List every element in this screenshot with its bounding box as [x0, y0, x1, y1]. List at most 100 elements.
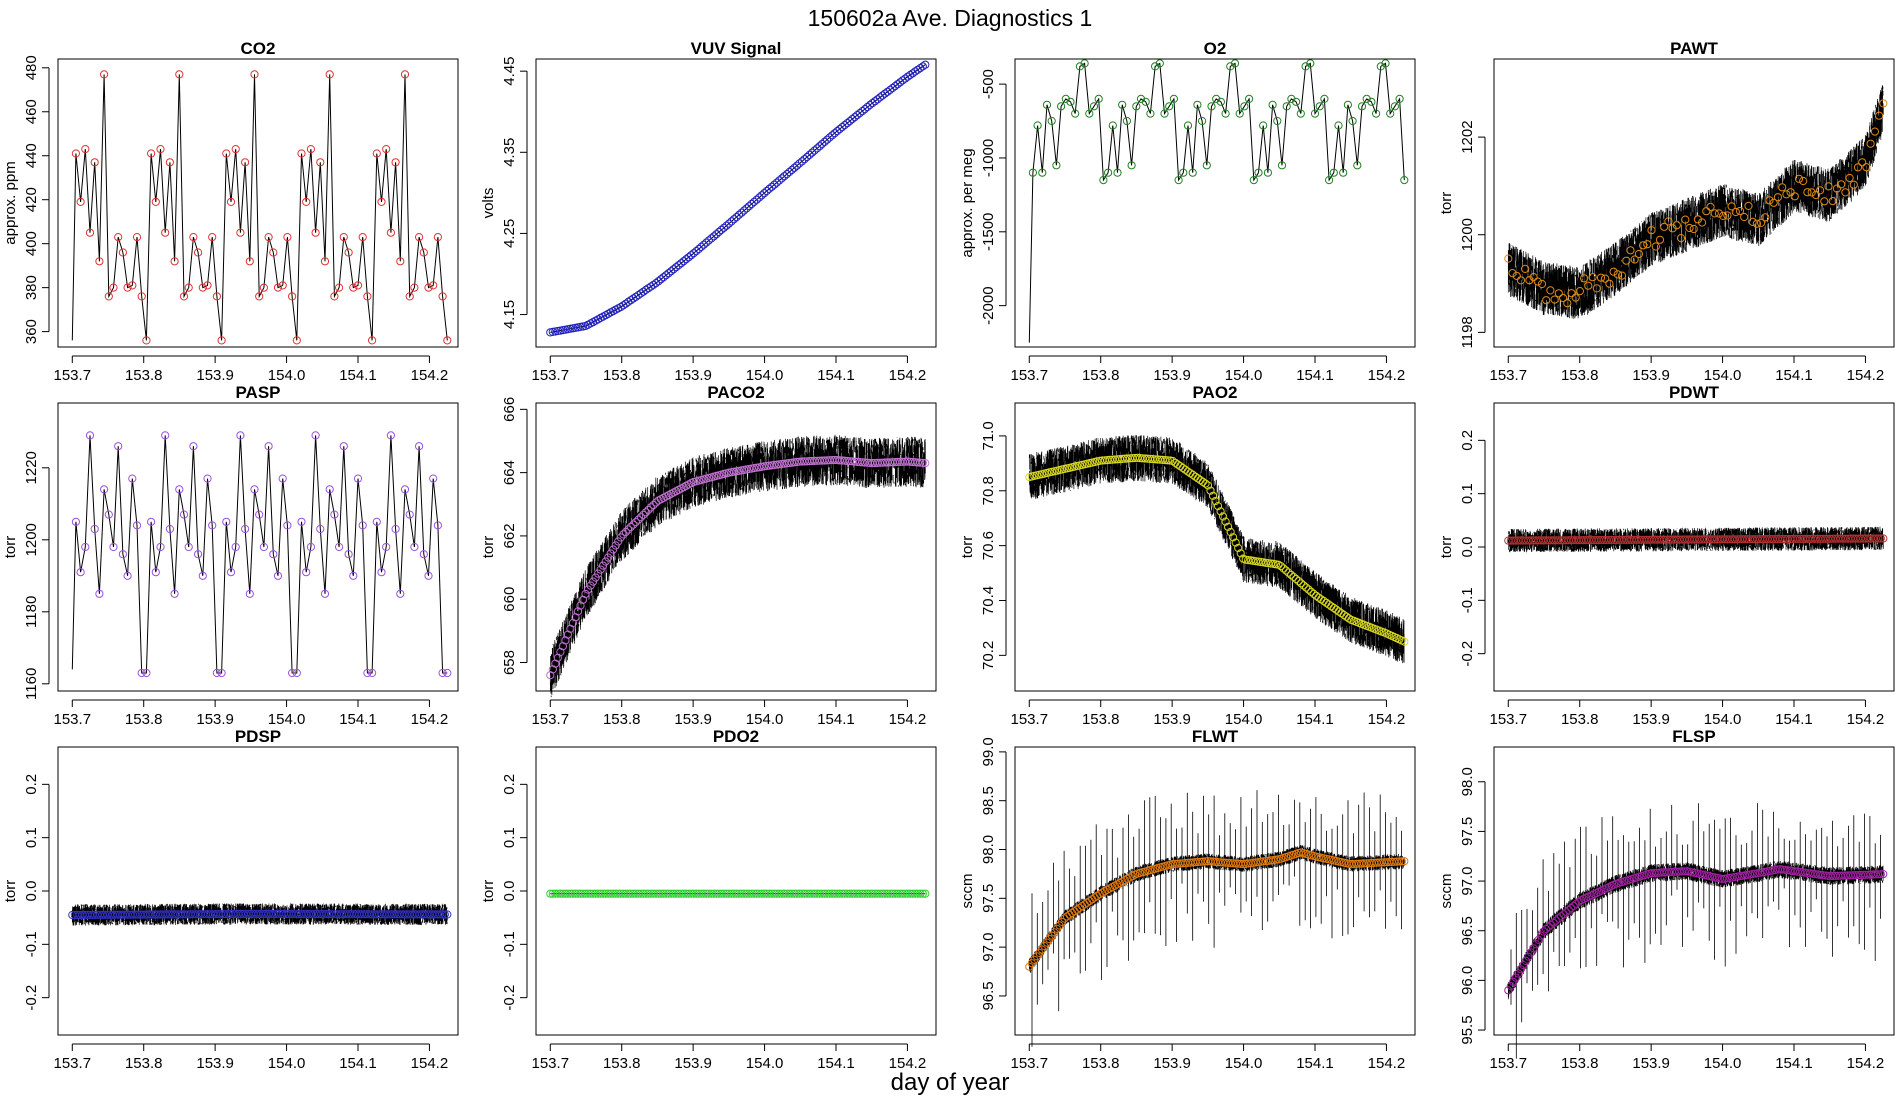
data-point	[1400, 637, 1409, 646]
series-markers	[68, 909, 452, 920]
data-point	[591, 573, 600, 582]
data-point	[624, 525, 633, 534]
data-point	[1798, 868, 1807, 877]
data-point	[1174, 176, 1183, 185]
series-line	[71, 435, 448, 674]
data-point	[100, 70, 109, 79]
data-point	[679, 257, 688, 266]
data-point	[400, 485, 410, 494]
data-point	[1372, 109, 1381, 118]
data-point	[1244, 556, 1253, 565]
data-point	[1259, 857, 1268, 866]
y-tick-label: 1180	[23, 596, 40, 628]
y-tick-label: 99.0	[980, 737, 997, 766]
data-point	[288, 292, 297, 301]
y-tick-label: 1198	[1459, 316, 1476, 348]
panel-flsp: FLSP 153.7 153.8 153.9 154.0 154.1 154.2 95.5 96…	[1438, 727, 1895, 1072]
data-point	[335, 542, 344, 552]
data-point	[1761, 213, 1770, 222]
data-point	[335, 283, 344, 292]
data-point	[236, 431, 245, 440]
x-tick-label: 153.9	[1153, 711, 1191, 728]
data-point	[1651, 242, 1660, 251]
y-tick-label: -0.1	[501, 931, 518, 957]
data-point	[382, 145, 391, 154]
data-point	[1735, 206, 1745, 216]
data-point	[1769, 198, 1778, 207]
data-point	[1213, 502, 1223, 511]
data-point	[1874, 870, 1883, 879]
y-tick-label: 660	[501, 587, 518, 612]
y-axis-label: torr	[959, 536, 976, 559]
y-tick-label: 658	[501, 650, 518, 675]
data-point	[1208, 491, 1218, 500]
data-point	[344, 550, 353, 559]
y-tick-label: 664	[501, 460, 518, 485]
data-point	[297, 517, 306, 526]
data-point	[179, 292, 189, 301]
data-point	[1236, 549, 1245, 558]
y-tick-label: 1160	[23, 668, 40, 700]
data-point	[386, 228, 395, 237]
data-layer	[1504, 526, 1888, 553]
data-point	[288, 668, 297, 678]
data-point	[302, 568, 311, 577]
series-markers	[1025, 848, 1409, 971]
data-point	[682, 255, 691, 264]
y-tick-label: -0.2	[23, 985, 40, 1011]
data-point	[198, 571, 207, 580]
data-point	[750, 197, 759, 206]
data-point	[921, 459, 930, 468]
y-tick-label: 440	[23, 143, 40, 168]
data-point	[1845, 173, 1854, 183]
x-tick-label: 154.1	[339, 711, 377, 728]
data-point	[619, 530, 628, 539]
data-point	[1235, 109, 1244, 118]
data-point	[662, 271, 671, 280]
y-tick-label: 4.35	[501, 138, 518, 167]
data-point	[1071, 109, 1080, 118]
data-point	[1672, 221, 1681, 230]
panel-grid: CO2 153.7 153.8 153.9 154.0 154.1 154.2 360 380 4…	[2, 39, 1895, 1072]
y-axis-label: sccm	[959, 874, 976, 909]
data-point	[1509, 977, 1518, 987]
data-layer	[546, 434, 930, 698]
x-tick-label: 153.8	[125, 711, 163, 728]
data-point	[1113, 168, 1122, 177]
data-point	[1832, 184, 1842, 193]
data-point	[654, 277, 663, 286]
data-point	[1748, 217, 1757, 226]
y-tick-label: -0.1	[1459, 587, 1476, 613]
plot-frame	[57, 402, 459, 692]
data-point	[727, 217, 736, 226]
data-point	[1212, 94, 1221, 104]
plot-frame	[1014, 746, 1416, 1036]
data-point	[1876, 534, 1885, 543]
x-tick-label: 153.8	[603, 711, 641, 728]
data-point	[1108, 121, 1117, 130]
panel-pawt: PAWT 153.7 153.8 153.9 154.0 154.1 154.2 1198 12…	[1438, 39, 1895, 384]
data-point	[278, 474, 287, 483]
x-tick-label: 154.0	[746, 1055, 784, 1072]
data-point	[147, 517, 156, 526]
data-point	[1853, 163, 1863, 172]
y-tick-label: -2000	[980, 286, 997, 324]
data-point	[1609, 267, 1618, 276]
data-point	[95, 257, 104, 266]
series-line	[71, 74, 448, 341]
y-axis-label: torr	[1438, 536, 1455, 559]
x-tick-label: 154.0	[1704, 367, 1742, 384]
x-tick-label: 153.8	[1082, 1055, 1120, 1072]
data-point	[1516, 965, 1526, 974]
data-point	[306, 145, 315, 154]
panel-vuv-signal: VUV Signal 153.7 153.8 153.9 154.0 154.1 154.2…	[480, 39, 937, 384]
plot-frame	[535, 58, 937, 348]
data-point	[1718, 874, 1727, 884]
x-tick-label: 153.7	[532, 1055, 570, 1072]
data-point	[1307, 587, 1316, 596]
data-point	[1719, 211, 1728, 220]
series-markers	[1504, 534, 1888, 545]
data-point	[1395, 94, 1404, 104]
data-point	[1714, 209, 1724, 218]
data-point	[833, 127, 842, 136]
